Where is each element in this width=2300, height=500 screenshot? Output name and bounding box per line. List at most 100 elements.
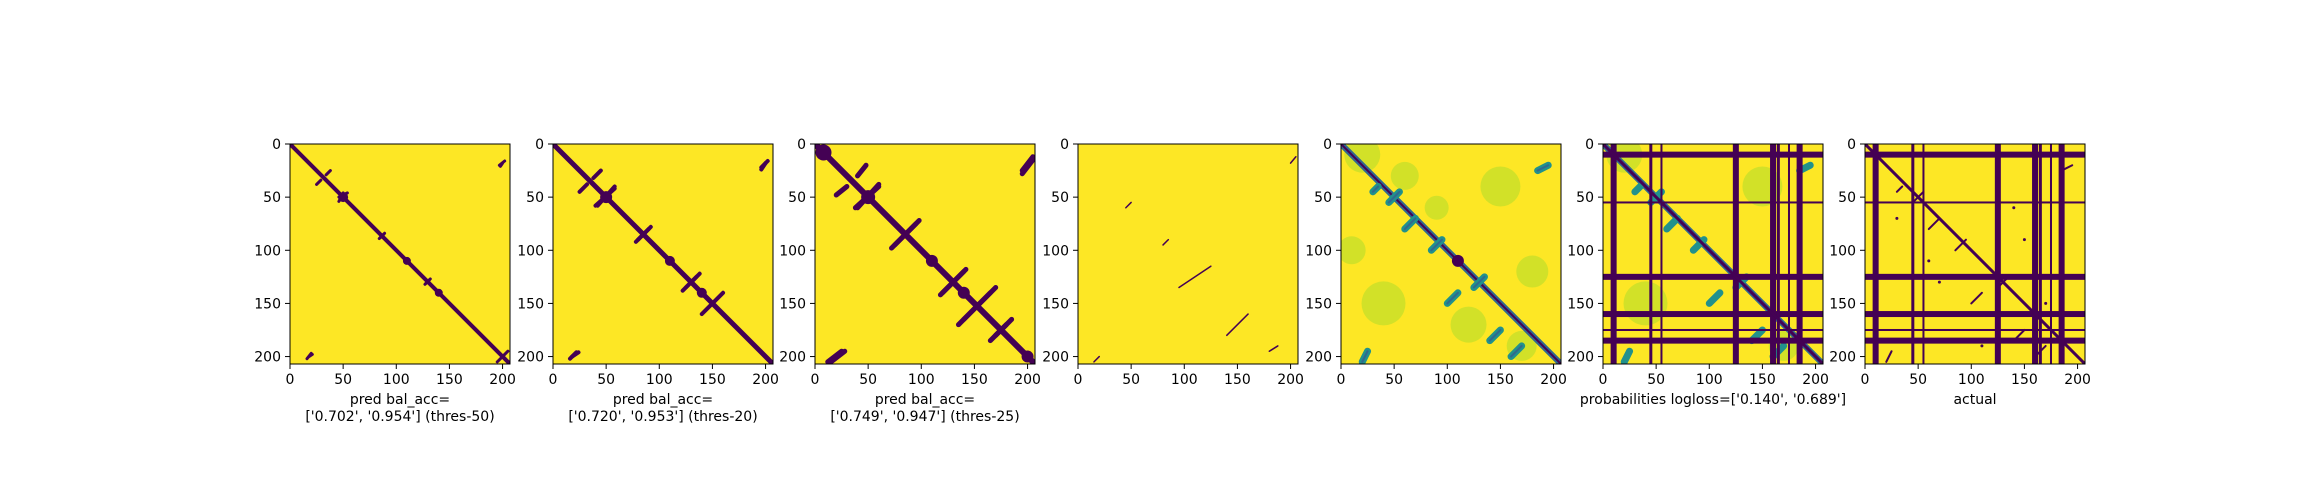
- contact-segment: [833, 184, 850, 198]
- column-band: [1776, 144, 1780, 364]
- diagonal-core: [1603, 144, 1823, 364]
- contact-dot: [1980, 344, 1984, 348]
- y-tick-label: 100: [1567, 243, 1594, 259]
- contact-blob: [1021, 350, 1034, 363]
- y-tick-label: 150: [517, 296, 544, 312]
- diagonal-band: [815, 144, 1035, 364]
- y-tick-label: 200: [517, 350, 544, 366]
- contact-segment: [855, 162, 869, 179]
- x-axis-label: actual: [1953, 392, 1996, 408]
- contact-segment: [1125, 201, 1132, 209]
- heatmap-body: [290, 144, 510, 364]
- y-tick-label: 50: [1838, 190, 1856, 206]
- y-tick-label: 0: [797, 137, 806, 153]
- heatmap-panel-3: 0 50 100 150 200 0 50 100 150 200 pred bal_acc=['0…: [779, 137, 1041, 425]
- contact-segment: [315, 178, 323, 186]
- contact-segment: [1019, 154, 1035, 174]
- contact-dot: [2012, 206, 2016, 210]
- probability-patch: [1480, 166, 1521, 207]
- contact-dot: [1895, 216, 1899, 220]
- x-axis-label: ['0.749', '0.947'] (thres-25): [830, 409, 1019, 425]
- contact-segment: [1620, 347, 1634, 364]
- row-band: [1865, 328, 2085, 331]
- column-band: [1770, 144, 1777, 364]
- contact-blob: [861, 190, 876, 205]
- column-band: [1732, 144, 1739, 364]
- y-tick-label: 100: [1042, 243, 1069, 259]
- x-tick-label: 50: [1122, 372, 1140, 388]
- heatmap-panel-6: 0 50 100 150 200 0 50 100 150 200 probabilities lo…: [1567, 137, 1846, 408]
- heatmap-body: [1865, 144, 2085, 364]
- diagonal-band: [553, 144, 773, 364]
- contact-segment: [889, 221, 919, 251]
- contact-segment: [1970, 291, 1983, 305]
- contact-segment: [377, 232, 386, 241]
- row-band: [1603, 151, 1823, 158]
- contact-segment: [1361, 350, 1369, 363]
- contact-segment: [1289, 156, 1297, 164]
- y-tick-label: 200: [1305, 350, 1332, 366]
- x-axis-label: probabilities logloss=['0.140', '0.689']: [1580, 392, 1846, 408]
- y-tick-label: 100: [779, 243, 806, 259]
- contact-segment: [1403, 217, 1417, 231]
- contact-segment: [1895, 185, 1904, 193]
- x-tick-label: 100: [1958, 372, 1985, 388]
- contact-dot: [2044, 301, 2048, 305]
- x-tick-label: 100: [1171, 372, 1198, 388]
- column-band: [1922, 144, 1925, 364]
- y-tick-label: 150: [779, 296, 806, 312]
- contact-segment: [577, 182, 590, 194]
- x-tick-label: 50: [1647, 372, 1665, 388]
- y-tick-label: 100: [1305, 243, 1332, 259]
- x-axis-label: ['0.702', '0.954'] (thres-50): [305, 409, 494, 425]
- x-tick-label: 200: [489, 372, 516, 388]
- contact-segment: [680, 274, 699, 293]
- x-tick-label: 100: [646, 372, 673, 388]
- column-band: [1787, 144, 1790, 364]
- axes-frame: [814, 143, 1036, 365]
- y-tick-label: 150: [1042, 296, 1069, 312]
- contact-blob: [402, 256, 411, 265]
- y-tick-label: 100: [517, 243, 544, 259]
- contact-blob: [664, 255, 675, 266]
- x-axis-label: ['0.720', '0.953'] (thres-20): [568, 409, 757, 425]
- probability-patch: [1424, 195, 1449, 220]
- y-tick-label: 50: [1576, 190, 1594, 206]
- x-tick-label: 50: [859, 372, 877, 388]
- x-axis-label: pred bal_acc=: [613, 392, 713, 408]
- y-tick-label: 150: [1567, 296, 1594, 312]
- y-tick-label: 200: [779, 350, 806, 366]
- contact-segment: [1954, 238, 1967, 252]
- contact-segment: [633, 227, 651, 244]
- x-tick-label: 0: [811, 372, 820, 388]
- contact-segment: [1911, 190, 1925, 204]
- x-tick-label: 0: [286, 372, 295, 388]
- x-tick-label: 150: [699, 372, 726, 388]
- heatmap-panel-4: 0 50 100 150 200 0 50 100 150 200: [1042, 137, 1304, 388]
- x-tick-label: 150: [436, 372, 463, 388]
- x-tick-label: 50: [1385, 372, 1403, 388]
- y-tick-label: 200: [1567, 350, 1594, 366]
- contact-segment: [1430, 238, 1443, 252]
- diagonal-core: [1341, 144, 1561, 364]
- y-tick-label: 200: [1042, 350, 1069, 366]
- contact-segment: [1093, 355, 1101, 363]
- probability-patch: [1742, 166, 1783, 207]
- y-tick-label: 0: [535, 137, 544, 153]
- contact-segment: [759, 159, 770, 170]
- contact-segment: [1387, 190, 1401, 204]
- y-tick-label: 0: [1323, 137, 1332, 153]
- contact-segment: [961, 284, 999, 322]
- axes-frame: [289, 143, 511, 365]
- column-band: [2049, 144, 2052, 364]
- x-tick-label: 150: [1749, 372, 1776, 388]
- contact-segment: [1663, 214, 1681, 233]
- x-tick-label: 100: [383, 372, 410, 388]
- diagonal-band: [1865, 144, 2085, 364]
- y-tick-label: 200: [254, 350, 281, 366]
- contact-segment: [1226, 313, 1249, 337]
- contact-blob: [600, 191, 613, 204]
- heatmap-background: [1078, 144, 1298, 364]
- y-tick-label: 50: [1051, 190, 1069, 206]
